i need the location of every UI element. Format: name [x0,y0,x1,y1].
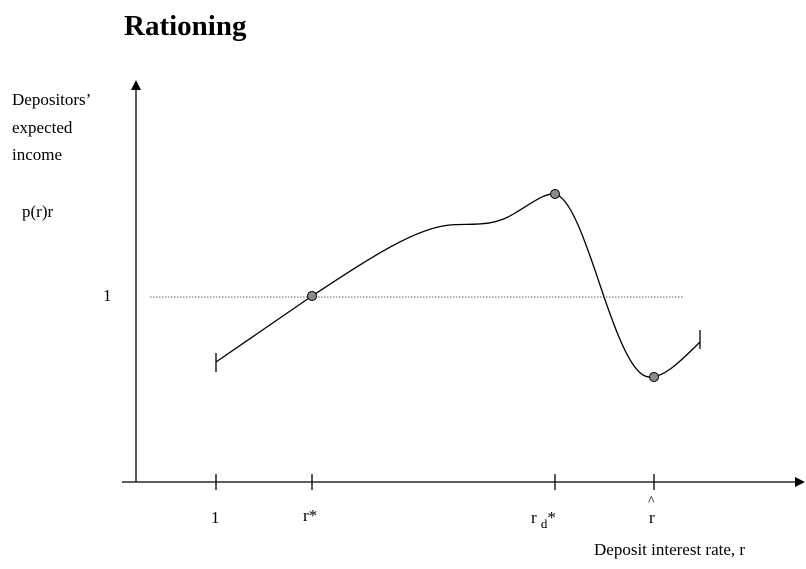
x-tick-label-hat-mark: ^ [648,494,655,509]
expected-income-curve [215,193,701,378]
diagram-title: Rationing [124,10,247,42]
y-axis-label-line-3: income [12,145,63,164]
y-function-label: p(r)r [22,202,54,221]
point-r-star [307,291,317,301]
y-axis-label-line-1: Depositors’ [12,90,92,109]
point-r-hat [649,372,659,382]
x-tick-label-one: 1 [211,508,220,527]
y-reference-tick-label: 1 [103,286,112,305]
x-tick-label-rd-star: r d* [531,508,556,531]
x-tick-label-r-star: r* [303,506,318,525]
point-rd-star [550,189,560,199]
x-tick-label-r-hat: r [649,508,655,527]
x-axis-label: Deposit interest rate, r [594,540,746,559]
y-axis-label-line-2: expected [12,118,73,137]
